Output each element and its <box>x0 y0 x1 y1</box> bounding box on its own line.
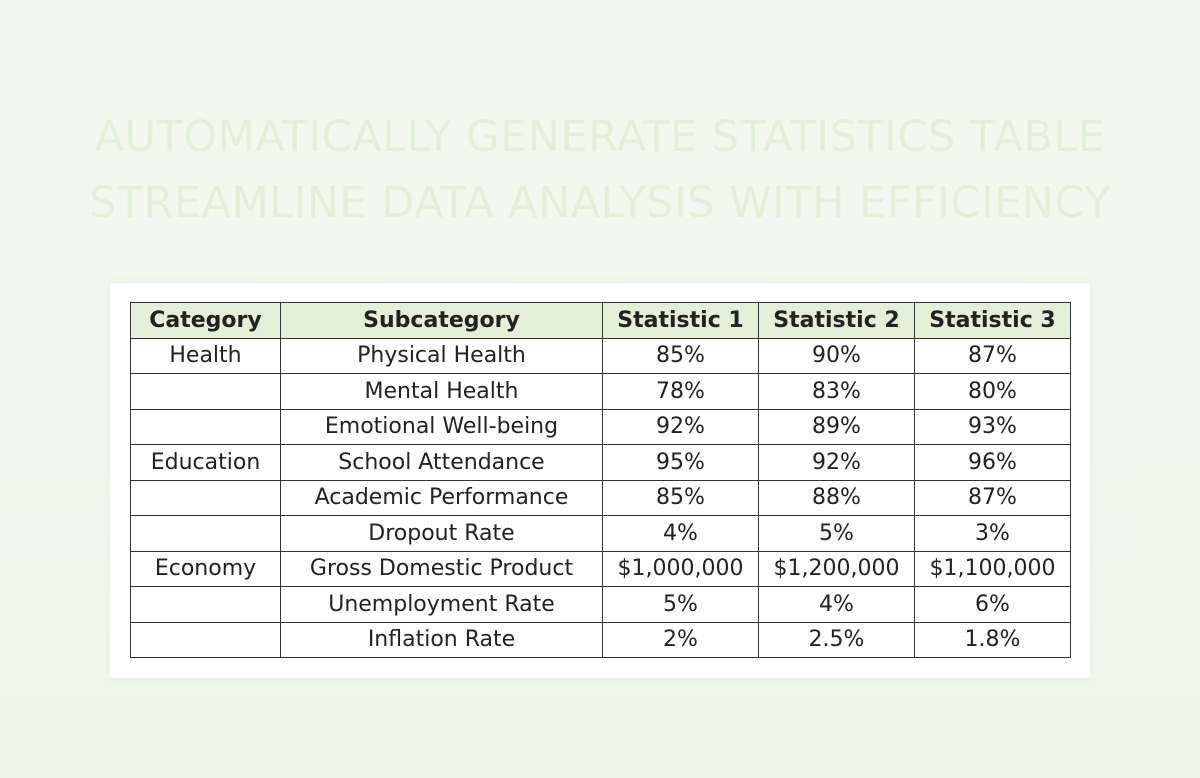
statistic-1-cell: 95% <box>602 444 759 481</box>
statistic-2-cell: 83% <box>758 373 915 410</box>
table-header-row: Category Subcategory Statistic 1 Statist… <box>130 302 1071 339</box>
statistic-1-cell: 78% <box>602 373 759 410</box>
table-row: Mental Health 78% 83% 80% <box>130 373 1071 410</box>
statistic-1-cell: 2% <box>602 621 759 658</box>
statistic-3-cell: 93% <box>914 408 1071 445</box>
table-row: Academic Performance 85% 88% 87% <box>130 479 1071 516</box>
statistic-3-cell: 3% <box>914 515 1071 552</box>
statistic-2-cell: 90% <box>758 337 915 374</box>
table-row: Emotional Well-being 92% 89% 93% <box>130 408 1071 445</box>
subcategory-cell: Physical Health <box>280 337 603 374</box>
statistic-3-cell: 6% <box>914 586 1071 623</box>
table-row: Dropout Rate 4% 5% 3% <box>130 515 1071 552</box>
category-cell <box>130 586 281 623</box>
statistic-3-cell: 80% <box>914 373 1071 410</box>
page-subtitle-line-2: STREAMLINE DATA ANALYSIS WITH EFFICIENCY <box>88 178 1112 228</box>
subcategory-cell: Mental Health <box>280 373 603 410</box>
column-header-statistic-3: Statistic 3 <box>914 302 1071 339</box>
subcategory-cell: Academic Performance <box>280 479 603 516</box>
category-cell <box>130 408 281 445</box>
statistic-2-cell: 92% <box>758 444 915 481</box>
statistic-1-cell: $1,000,000 <box>602 550 759 587</box>
subcategory-cell: School Attendance <box>280 444 603 481</box>
column-header-statistic-2: Statistic 2 <box>758 302 915 339</box>
table-row: Education School Attendance 95% 92% 96% <box>130 444 1071 481</box>
statistic-2-cell: 2.5% <box>758 621 915 658</box>
column-header-subcategory: Subcategory <box>280 302 603 339</box>
statistic-3-cell: $1,100,000 <box>914 550 1071 587</box>
statistic-2-cell: $1,200,000 <box>758 550 915 587</box>
category-cell <box>130 621 281 658</box>
statistic-3-cell: 87% <box>914 337 1071 374</box>
statistic-2-cell: 88% <box>758 479 915 516</box>
category-cell <box>130 373 281 410</box>
statistic-1-cell: 85% <box>602 337 759 374</box>
subcategory-cell: Emotional Well-being <box>280 408 603 445</box>
table-row: Inflation Rate 2% 2.5% 1.8% <box>130 621 1071 658</box>
statistics-table: Category Subcategory Statistic 1 Statist… <box>130 302 1071 658</box>
statistic-1-cell: 5% <box>602 586 759 623</box>
page-title-line-1: AUTOMATICALLY GENERATE STATISTICS TABLE <box>94 112 1106 162</box>
statistic-1-cell: 4% <box>602 515 759 552</box>
statistic-2-cell: 5% <box>758 515 915 552</box>
subcategory-cell: Unemployment Rate <box>280 586 603 623</box>
category-cell <box>130 479 281 516</box>
subcategory-cell: Dropout Rate <box>280 515 603 552</box>
statistic-2-cell: 89% <box>758 408 915 445</box>
statistic-1-cell: 92% <box>602 408 759 445</box>
subcategory-cell: Inflation Rate <box>280 621 603 658</box>
column-header-category: Category <box>130 302 281 339</box>
column-header-statistic-1: Statistic 1 <box>602 302 759 339</box>
statistic-2-cell: 4% <box>758 586 915 623</box>
subcategory-cell: Gross Domestic Product <box>280 550 603 587</box>
statistic-1-cell: 85% <box>602 479 759 516</box>
category-cell <box>130 515 281 552</box>
statistic-3-cell: 96% <box>914 444 1071 481</box>
category-cell: Education <box>130 444 281 481</box>
table-row: Economy Gross Domestic Product $1,000,00… <box>130 550 1071 587</box>
category-cell: Health <box>130 337 281 374</box>
table-row: Unemployment Rate 5% 4% 6% <box>130 586 1071 623</box>
statistic-3-cell: 1.8% <box>914 621 1071 658</box>
category-cell: Economy <box>130 550 281 587</box>
statistic-3-cell: 87% <box>914 479 1071 516</box>
table-row: Health Physical Health 85% 90% 87% <box>130 337 1071 374</box>
